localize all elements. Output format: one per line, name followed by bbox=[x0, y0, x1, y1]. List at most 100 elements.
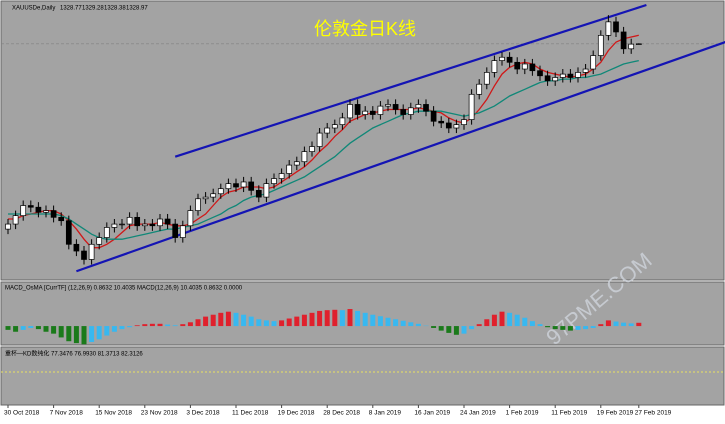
macd-bar bbox=[362, 312, 368, 327]
candle-body bbox=[286, 164, 293, 174]
macd-bar bbox=[127, 326, 133, 328]
candle-body bbox=[407, 107, 414, 115]
candle-body bbox=[339, 117, 346, 125]
candle-body bbox=[179, 225, 186, 238]
header-low: 1328.38 bbox=[104, 6, 126, 12]
channel-line bbox=[174, 3, 647, 158]
candle-body bbox=[567, 73, 574, 78]
macd-bar bbox=[529, 321, 535, 327]
macd-panel bbox=[0, 281, 725, 346]
candle-body bbox=[103, 227, 110, 238]
candle-body bbox=[316, 132, 323, 147]
x-tick-label: 23 Nov 2018 bbox=[141, 410, 178, 417]
candle-body bbox=[65, 220, 72, 245]
candle-body bbox=[195, 198, 201, 211]
candle-body bbox=[271, 178, 277, 184]
candle-body bbox=[453, 124, 460, 129]
chart-title: 伦敦金日K线 bbox=[314, 19, 416, 39]
macd-bar bbox=[73, 326, 79, 344]
macd-bar bbox=[324, 310, 330, 327]
macd-bar bbox=[347, 309, 353, 327]
candle-body bbox=[331, 124, 338, 129]
candle-body bbox=[400, 109, 407, 115]
candle-body bbox=[506, 56, 513, 63]
candle-body bbox=[597, 34, 604, 56]
candle-body bbox=[461, 119, 467, 125]
macd-bar bbox=[560, 326, 566, 330]
candle-body bbox=[278, 173, 285, 179]
macd-bar bbox=[385, 317, 391, 327]
candle-body bbox=[255, 190, 262, 198]
candle-body bbox=[499, 56, 505, 61]
macd-bar bbox=[96, 326, 102, 340]
header-open: 1328.77 bbox=[60, 6, 82, 12]
macd-bar bbox=[393, 319, 399, 327]
macd-bar bbox=[355, 310, 361, 327]
candle-body bbox=[111, 223, 118, 228]
candle-body bbox=[119, 223, 125, 226]
macd-bar bbox=[583, 326, 589, 330]
macd-bar bbox=[552, 326, 558, 330]
candle-body bbox=[369, 110, 376, 115]
candle-body bbox=[423, 104, 429, 112]
candle-body bbox=[635, 43, 642, 45]
candle-body bbox=[88, 243, 95, 260]
kd-panel bbox=[0, 346, 725, 406]
macd-bar bbox=[142, 324, 148, 327]
candle-body bbox=[309, 146, 315, 152]
macd-bar bbox=[613, 321, 619, 327]
macd-bar bbox=[446, 326, 452, 333]
candle-body bbox=[521, 63, 528, 70]
candle-body bbox=[438, 120, 445, 124]
candle-body bbox=[377, 105, 384, 115]
x-tick-label: 19 Dec 2018 bbox=[278, 410, 315, 417]
macd-bar bbox=[172, 325, 178, 327]
macd-bar bbox=[507, 312, 513, 327]
macd-bar bbox=[187, 322, 193, 327]
macd-bar bbox=[218, 312, 224, 327]
candle-body bbox=[537, 70, 543, 77]
macd-bar bbox=[111, 326, 117, 332]
candle-body bbox=[544, 75, 551, 82]
macd-bar bbox=[590, 326, 596, 328]
candle-body bbox=[362, 110, 369, 115]
candle-body bbox=[628, 43, 635, 50]
macd-label: MACD_OsMA [CurrTF] (12,26,9) 0.8632 10.4… bbox=[5, 286, 243, 292]
macd-bar bbox=[66, 326, 72, 342]
macd-bar bbox=[567, 326, 573, 331]
macd-bar bbox=[210, 314, 216, 327]
kd-label: 重杯—KD数纯化 77.3476 76.9930 81.3713 82.3126 bbox=[5, 350, 143, 358]
macd-bar bbox=[575, 326, 581, 330]
candle-body bbox=[233, 183, 239, 188]
x-tick-label: 19 Feb 2019 bbox=[597, 410, 634, 417]
macd-bar bbox=[203, 316, 209, 327]
candle-body bbox=[430, 110, 437, 122]
x-tick-label: 8 Jan 2019 bbox=[369, 410, 402, 417]
macd-bar bbox=[157, 323, 163, 327]
macd-bar bbox=[233, 312, 239, 327]
macd-bar bbox=[43, 326, 49, 332]
macd-bar bbox=[545, 326, 551, 328]
macd-bar bbox=[286, 318, 292, 327]
macd-bar bbox=[431, 326, 437, 328]
candle-body bbox=[5, 223, 11, 230]
macd-bar bbox=[5, 326, 11, 330]
candle-body bbox=[613, 21, 619, 33]
candle-body bbox=[240, 181, 247, 188]
candle-body bbox=[392, 104, 399, 110]
macd-bar bbox=[317, 310, 323, 327]
candle-body bbox=[35, 206, 42, 213]
macd-bar bbox=[28, 326, 34, 328]
macd-bar bbox=[537, 324, 543, 327]
macd-bar bbox=[81, 326, 87, 345]
candle-body bbox=[20, 205, 27, 216]
candle-body bbox=[157, 218, 163, 227]
candle-body bbox=[43, 210, 49, 213]
x-tick-label: 3 Dec 2018 bbox=[186, 410, 220, 417]
candle-body bbox=[164, 218, 171, 225]
macd-bar bbox=[484, 319, 490, 327]
candle-body bbox=[559, 73, 566, 78]
candle-body bbox=[12, 215, 19, 225]
x-tick-label: 30 Oct 2018 bbox=[4, 410, 40, 417]
macd-bar bbox=[438, 326, 444, 331]
